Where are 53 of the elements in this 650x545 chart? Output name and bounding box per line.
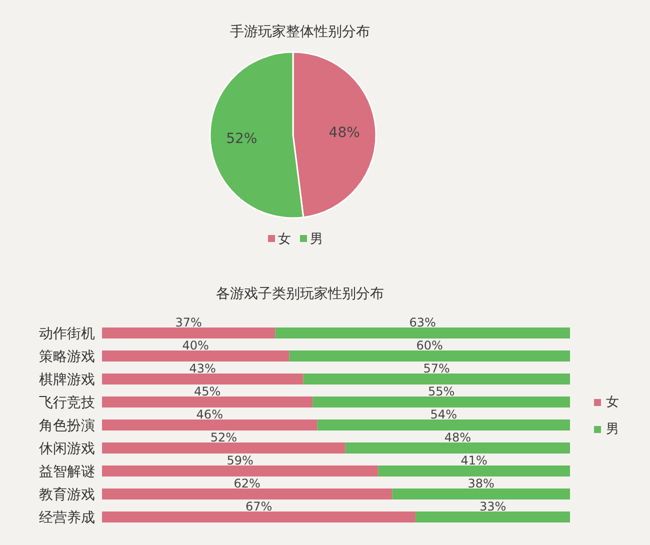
data-label: 57% xyxy=(423,362,450,376)
data-label: 43% xyxy=(189,362,216,376)
bar xyxy=(102,374,304,384)
y-tick-label: 休闲游戏 xyxy=(39,441,95,457)
y-tick-label: 飞行竞技 xyxy=(39,395,95,411)
data-label: 33% xyxy=(479,500,506,514)
data-label: 45% xyxy=(194,384,221,398)
y-tick-label: 教育游戏 xyxy=(39,486,95,503)
y-tick-label: 策略游戏 xyxy=(39,349,95,365)
bar xyxy=(102,328,276,338)
y-tick-label: 棋牌游戏 xyxy=(39,372,95,388)
legend-label: 男 xyxy=(310,232,323,247)
bar xyxy=(345,442,570,454)
bar xyxy=(275,328,570,338)
bar xyxy=(102,466,378,476)
data-label: 40% xyxy=(182,338,209,352)
data-label: 63% xyxy=(409,316,436,330)
y-tick-label: 角色扮演 xyxy=(39,418,95,434)
bar xyxy=(102,420,318,430)
data-label: 46% xyxy=(196,408,223,422)
bar xyxy=(102,442,346,454)
data-label: 54% xyxy=(430,408,457,422)
data-label: 37% xyxy=(175,316,202,330)
chart-title: 各游戏子类别玩家性别分布 xyxy=(216,286,384,302)
bar xyxy=(102,396,313,408)
data-label: 60% xyxy=(416,338,443,352)
legend-label: 女 xyxy=(278,232,291,247)
bar xyxy=(317,420,570,430)
bar xyxy=(102,488,392,500)
data-label: 48% xyxy=(328,124,360,141)
bar xyxy=(303,374,570,384)
data-label: 55% xyxy=(428,384,455,398)
bar xyxy=(289,350,570,362)
data-label: 59% xyxy=(226,454,254,468)
data-label: 62% xyxy=(234,476,260,490)
data-label: 41% xyxy=(460,454,488,468)
bar xyxy=(392,488,570,500)
chart-title: 手游玩家整体性别分布 xyxy=(230,24,370,40)
y-tick-label: 益智解谜 xyxy=(39,464,95,480)
data-label: 52% xyxy=(210,430,238,444)
bar xyxy=(378,466,570,476)
data-label: 67% xyxy=(245,500,272,514)
bar xyxy=(312,396,570,408)
bar xyxy=(416,512,570,522)
legend-label: 女 xyxy=(606,395,619,410)
data-label: 52% xyxy=(226,131,258,148)
legend-label: 男 xyxy=(606,422,619,437)
bar xyxy=(102,350,290,362)
y-tick-label: 经营养成 xyxy=(39,510,95,526)
bar xyxy=(102,512,416,522)
data-label: 38% xyxy=(468,476,494,490)
y-tick-label: 动作街机 xyxy=(39,326,95,342)
data-label: 48% xyxy=(444,430,472,444)
